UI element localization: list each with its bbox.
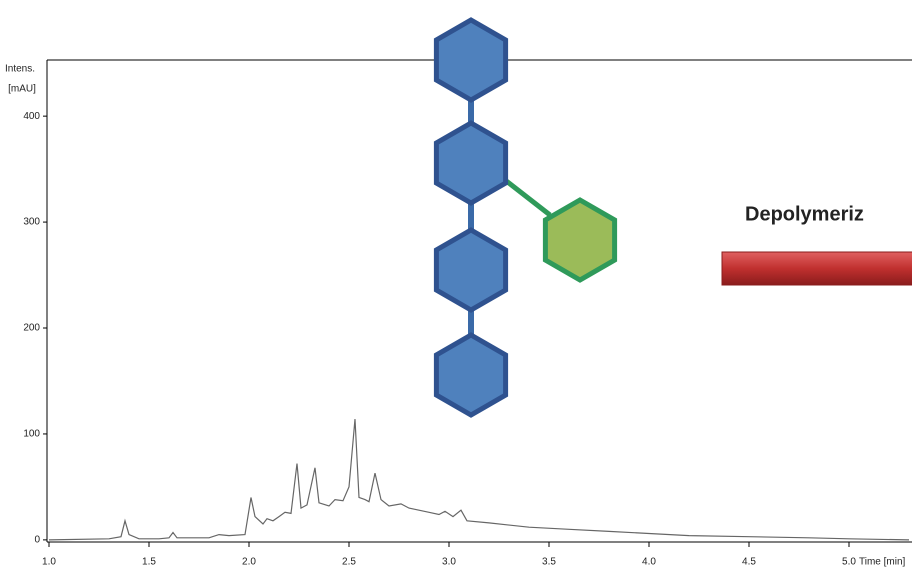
y-label: Intens. <box>5 64 35 75</box>
hexagon <box>542 197 618 283</box>
x-tick-label: 1.5 <box>142 557 156 568</box>
hexagon <box>433 120 509 206</box>
y-label: [mAU] <box>8 84 36 95</box>
x-label: Time [min] <box>859 557 906 568</box>
molecule-diagram <box>433 17 618 418</box>
x-tick-label: 2.5 <box>342 557 356 568</box>
arrow <box>721 251 912 286</box>
hexagon <box>433 332 509 418</box>
y-tick-label: 300 <box>23 217 40 228</box>
trace <box>48 419 910 541</box>
x-tick-label: 3.5 <box>542 557 556 568</box>
hexagon <box>433 227 509 313</box>
hexagon <box>433 17 509 103</box>
y-tick-label: 100 <box>23 429 40 440</box>
y-tick-label: 200 <box>23 323 40 334</box>
y-tick-label: 400 <box>23 111 40 122</box>
x-tick-label: 2.0 <box>242 557 256 568</box>
x-tick-label: 3.0 <box>442 557 456 568</box>
x-tick-label: 1.0 <box>42 557 56 568</box>
x-tick-label: 4.0 <box>642 557 656 568</box>
y-tick-label: 0 <box>34 535 40 546</box>
x-tick-label: 4.5 <box>742 557 756 568</box>
annotation: Depolymeriz <box>745 203 864 225</box>
x-tick-label: 5.0 <box>842 557 856 568</box>
